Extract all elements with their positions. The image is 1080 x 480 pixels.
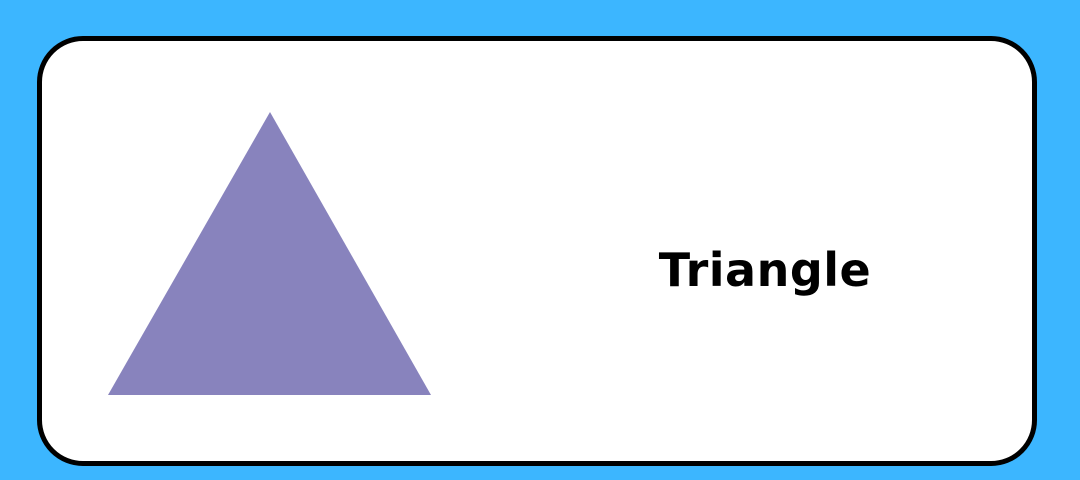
triangle-icon xyxy=(108,112,431,395)
shape-label: Triangle xyxy=(658,243,872,297)
